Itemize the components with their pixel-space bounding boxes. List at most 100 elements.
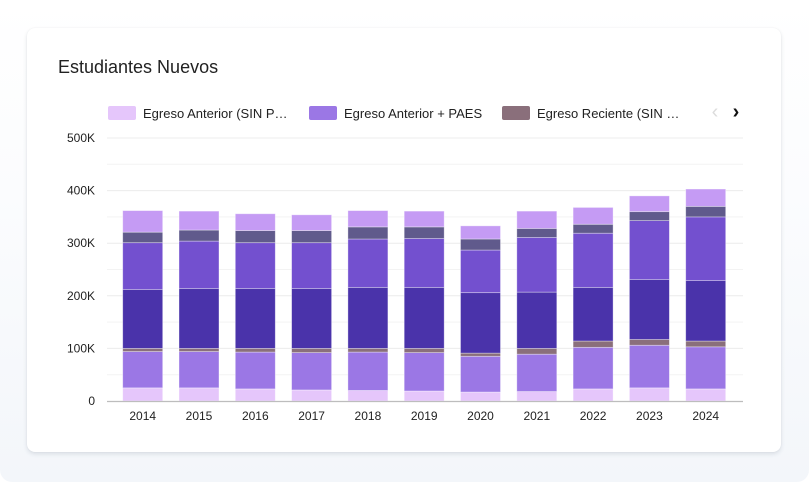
bar-segment-series-4[interactable]: [460, 249, 501, 294]
x-tick-label: 2017: [298, 409, 325, 423]
bar-segment-series-0[interactable]: [178, 387, 220, 402]
bar-segment-series-2[interactable]: [122, 347, 164, 352]
bar-segment-series-2[interactable]: [629, 339, 670, 346]
y-tick-label: 100K: [67, 341, 95, 355]
bar-segment-series-1[interactable]: [234, 351, 276, 390]
chart-title: Estudiantes Nuevos: [58, 57, 219, 77]
bar-segment-series-0[interactable]: [460, 391, 501, 402]
bar-segment-series-3[interactable]: [572, 286, 614, 342]
bar-segment-series-1[interactable]: [572, 346, 614, 390]
bar-segment-series-1[interactable]: [122, 351, 164, 389]
chevron-right-icon[interactable]: ›: [732, 101, 740, 123]
bar-stack-2020: [460, 225, 501, 402]
y-tick-label: 400K: [67, 184, 95, 198]
bar-segment-series-1[interactable]: [460, 355, 501, 393]
bar-segment-series-0[interactable]: [629, 387, 670, 402]
bar-segment-series-3[interactable]: [122, 289, 164, 349]
bar-segment-series-6[interactable]: [516, 210, 558, 229]
bar-segment-series-0[interactable]: [403, 390, 445, 402]
bar-segment-series-5[interactable]: [122, 231, 164, 244]
bar-segment-series-2[interactable]: [516, 347, 558, 355]
bar-segment-series-6[interactable]: [572, 207, 614, 225]
bar-segment-series-6[interactable]: [122, 210, 164, 233]
bar-segment-series-3[interactable]: [403, 286, 445, 349]
bar-segment-series-4[interactable]: [685, 216, 727, 281]
bar-segment-series-1[interactable]: [291, 352, 333, 391]
bar-segment-series-6[interactable]: [460, 225, 501, 240]
bar-stack-2019: [403, 210, 445, 402]
bar-segment-series-4[interactable]: [403, 238, 445, 288]
bar-segment-series-0[interactable]: [685, 388, 727, 402]
bar-segment-series-3[interactable]: [516, 291, 558, 349]
bar-segment-series-5[interactable]: [685, 205, 727, 218]
bar-stack-2021: [516, 210, 558, 402]
bar-segment-series-1[interactable]: [685, 346, 727, 390]
bar-segment-series-6[interactable]: [291, 214, 333, 231]
bar-stack-2018: [347, 210, 389, 402]
bar-segment-series-3[interactable]: [347, 286, 389, 349]
bar-segment-series-5[interactable]: [403, 226, 445, 239]
bar-segment-series-5[interactable]: [516, 228, 558, 238]
bar-segment-series-4[interactable]: [291, 242, 333, 289]
bar-segment-series-6[interactable]: [629, 195, 670, 213]
bar-segment-series-1[interactable]: [516, 353, 558, 392]
legend-label: Egreso Reciente (SIN …: [537, 105, 680, 121]
bar-segment-series-1[interactable]: [403, 352, 445, 392]
bar-segment-series-2[interactable]: [460, 352, 501, 357]
bar-segment-series-6[interactable]: [685, 188, 727, 207]
bar-segment-series-0[interactable]: [122, 387, 164, 402]
legend-swatch: [108, 106, 136, 120]
bar-segment-series-5[interactable]: [572, 223, 614, 234]
bar-segment-series-3[interactable]: [291, 288, 333, 349]
bar-segment-series-4[interactable]: [178, 240, 220, 289]
bar-segment-series-3[interactable]: [460, 292, 501, 354]
bar-segment-series-2[interactable]: [403, 347, 445, 354]
bar-stack-2015: [178, 210, 220, 402]
bar-segment-series-4[interactable]: [516, 237, 558, 293]
bar-segment-series-5[interactable]: [234, 230, 276, 244]
bar-segment-series-4[interactable]: [122, 242, 164, 290]
bar-segment-series-5[interactable]: [629, 211, 670, 221]
chevron-left-icon[interactable]: ‹: [711, 101, 719, 123]
bar-segment-series-5[interactable]: [347, 226, 389, 240]
bar-segment-series-0[interactable]: [516, 391, 558, 402]
bar-segment-series-3[interactable]: [234, 288, 276, 349]
x-tick-label: 2023: [636, 409, 663, 423]
bar-segment-series-2[interactable]: [685, 340, 727, 348]
bar-segment-series-6[interactable]: [403, 210, 445, 228]
bar-segment-series-4[interactable]: [347, 238, 389, 288]
bar-segment-series-6[interactable]: [178, 210, 220, 231]
bar-segment-series-1[interactable]: [178, 351, 220, 389]
bar-segment-series-0[interactable]: [572, 388, 614, 402]
bar-segment-series-3[interactable]: [178, 288, 220, 349]
legend-label: Egreso Anterior + PAES: [344, 105, 483, 121]
bar-segment-series-4[interactable]: [572, 232, 614, 288]
bar-segment-series-3[interactable]: [685, 280, 727, 342]
bar-segment-series-2[interactable]: [178, 347, 220, 352]
legend-item-2[interactable]: Egreso Reciente (SIN …: [502, 103, 679, 123]
y-tick-label: 500K: [67, 131, 95, 145]
bar-segment-series-0[interactable]: [291, 389, 333, 402]
bar-segment-series-2[interactable]: [234, 347, 276, 353]
bar-segment-series-3[interactable]: [629, 279, 670, 340]
bar-segment-series-6[interactable]: [347, 210, 389, 228]
chart-card: Estudiantes Nuevos Egreso Anterior (SIN …: [27, 28, 781, 452]
x-tick-label: 2024: [692, 409, 719, 423]
bar-segment-series-4[interactable]: [629, 220, 670, 280]
bar-segment-series-4[interactable]: [234, 242, 276, 289]
bar-segment-series-0[interactable]: [234, 388, 276, 402]
bar-segment-series-2[interactable]: [291, 347, 333, 354]
bar-segment-series-1[interactable]: [347, 351, 389, 391]
legend-item-0[interactable]: Egreso Anterior (SIN P…: [108, 103, 288, 123]
bar-segment-series-5[interactable]: [178, 229, 220, 242]
bar-segment-series-1[interactable]: [629, 344, 670, 389]
bar-segment-series-2[interactable]: [347, 347, 389, 353]
bar-segment-series-0[interactable]: [347, 390, 389, 402]
x-tick-label: 2014: [129, 409, 156, 423]
legend-item-1[interactable]: Egreso Anterior + PAES: [309, 103, 482, 123]
bar-segment-series-6[interactable]: [234, 213, 276, 231]
bar-segment-series-5[interactable]: [460, 238, 501, 251]
bar-segment-series-5[interactable]: [291, 230, 333, 244]
bar-segment-series-2[interactable]: [572, 340, 614, 348]
